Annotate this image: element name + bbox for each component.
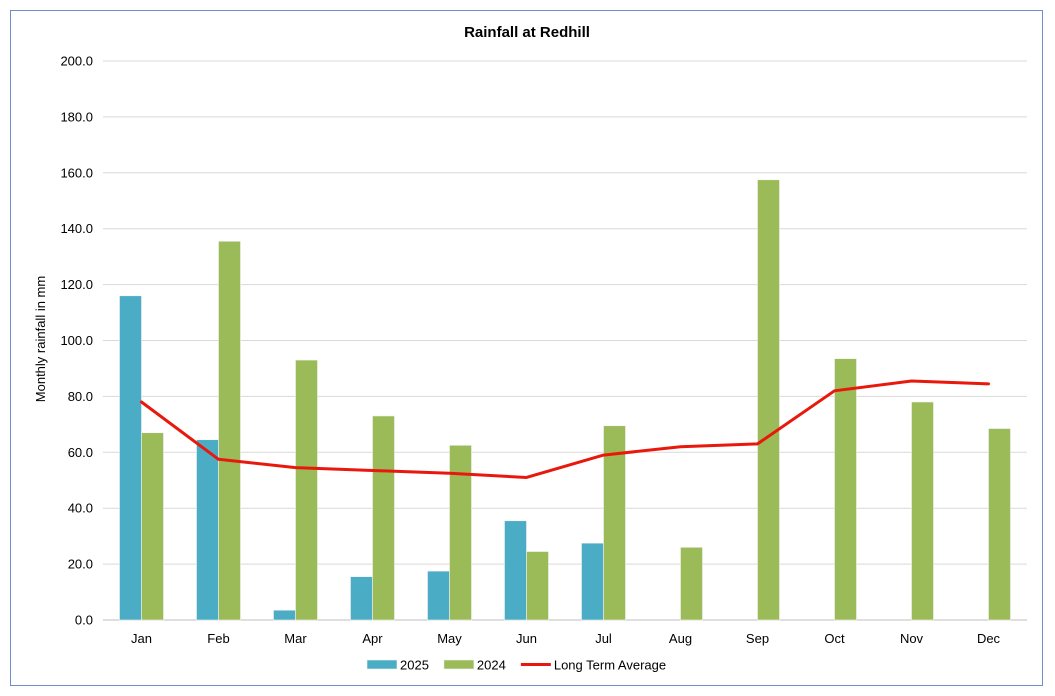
average-line	[140, 379, 990, 479]
x-axis-ticks: Jan Feb Mar Apr May Jun Jul Aug Sep Oct Nov Dec	[131, 631, 1001, 646]
y-tick-label: 160.0	[60, 165, 93, 180]
bar-2024-nov	[911, 401, 934, 621]
bar-2024-feb	[218, 240, 241, 621]
bar-2024-sep	[757, 179, 780, 621]
bar-2025-jan	[119, 295, 142, 621]
x-tick-label: Mar	[284, 631, 307, 646]
bar-2024-may	[449, 445, 472, 621]
bars	[119, 179, 1011, 621]
x-tick-label: Apr	[362, 631, 383, 646]
legend-swatch-2024	[443, 659, 475, 670]
chart-frame: Rainfall at Redhill 0.0 20.0 40.0 60.0 80.0 1…	[10, 10, 1043, 686]
bar-2025-jun	[504, 520, 527, 621]
y-tick-label: 80.0	[68, 389, 93, 404]
x-tick-label: Feb	[207, 631, 229, 646]
legend-label-long-term-average: Long Term Average	[554, 658, 666, 673]
y-tick-label: 100.0	[60, 333, 93, 348]
y-axis-ticks: 0.0 20.0 40.0 60.0 80.0 100.0 120.0 140.0 160.0 1…	[60, 54, 93, 628]
legend-label-2025: 2025	[400, 658, 429, 673]
x-tick-label: Oct	[824, 631, 845, 646]
bar-2025-apr	[350, 576, 373, 621]
y-tick-label: 180.0	[60, 109, 93, 124]
x-tick-label: May	[437, 631, 462, 646]
x-tick-label: Nov	[900, 631, 924, 646]
legend-label-2024: 2024	[477, 658, 506, 673]
bar-2025-mar	[273, 609, 296, 621]
bar-2024-jul	[603, 425, 626, 621]
bar-2024-oct	[834, 358, 857, 621]
x-tick-label: Jul	[595, 631, 612, 646]
y-tick-label: 60.0	[68, 445, 93, 460]
bar-2025-feb	[196, 439, 219, 621]
y-tick-label: 140.0	[60, 221, 93, 236]
y-tick-label: 40.0	[68, 501, 93, 516]
bar-2024-jan	[141, 432, 164, 621]
legend-swatch-2025	[366, 659, 398, 670]
rainfall-chart: Rainfall at Redhill 0.0 20.0 40.0 60.0 80.0 1…	[33, 24, 1027, 673]
gridlines	[103, 60, 1027, 621]
x-tick-label: Sep	[746, 631, 769, 646]
x-tick-label: Jun	[516, 631, 537, 646]
y-tick-label: 200.0	[60, 54, 93, 69]
x-tick-label: Aug	[669, 631, 692, 646]
legend: 2025 2024 Long Term Average	[366, 658, 666, 673]
bar-2025-may	[427, 570, 450, 621]
y-tick-label: 20.0	[68, 557, 93, 572]
x-tick-label: Dec	[977, 631, 1001, 646]
x-tick-label: Jan	[131, 631, 152, 646]
y-tick-label: 120.0	[60, 277, 93, 292]
bar-2025-jul	[581, 542, 604, 621]
chart-title: Rainfall at Redhill	[464, 24, 590, 41]
bar-2024-mar	[295, 359, 318, 621]
bar-2024-apr	[372, 415, 395, 621]
series-line-long-term-average	[140, 379, 990, 479]
bar-2024-aug	[680, 547, 703, 621]
bar-2024-dec	[988, 428, 1011, 621]
y-axis-label: Monthly rainfall in mm	[33, 276, 48, 402]
y-tick-label: 0.0	[75, 613, 93, 628]
bar-2024-jun	[526, 551, 549, 621]
